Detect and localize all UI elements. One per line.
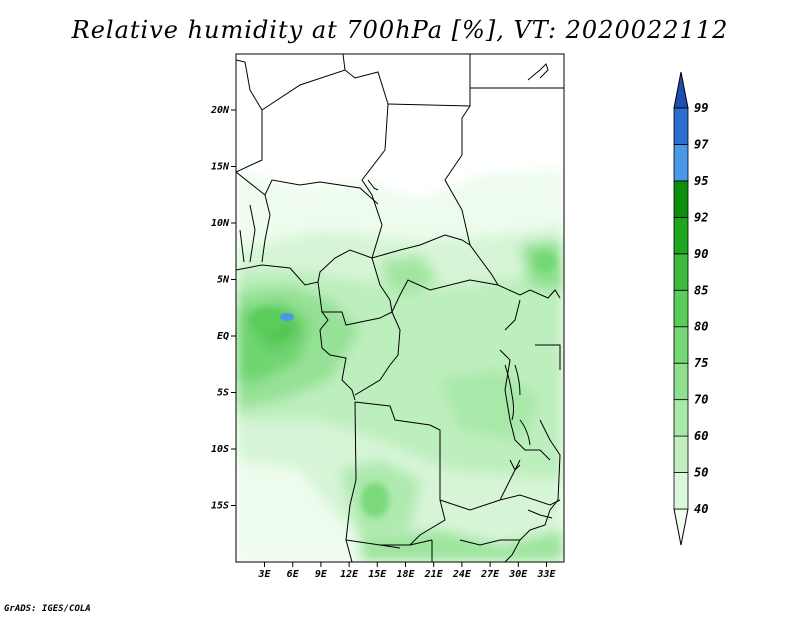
lat-tick-label: 5S — [217, 388, 229, 399]
lat-tick-label: 5N — [217, 275, 230, 286]
colorbar: 40 50 60 70 75 80 85 90 92 95 97 99 — [673, 71, 709, 546]
colorbar-label: 70 — [694, 393, 708, 407]
borders — [236, 54, 564, 562]
colorbar-label: 85 — [694, 283, 708, 297]
lon-tick-label: 27E — [480, 569, 500, 580]
lat-tick-label: EQ — [217, 331, 229, 342]
lat-tick-label: 15S — [211, 501, 229, 512]
lon-tick-label: 18E — [396, 569, 415, 580]
colorbar-segment — [673, 508, 689, 546]
colorbar-label: 50 — [694, 466, 708, 480]
grads-credit: GrADS: IGES/COLA — [4, 604, 91, 614]
colorbar-segment — [673, 435, 689, 473]
lon-tick-label: 24E — [452, 569, 472, 580]
colorbar-label: 60 — [694, 429, 708, 443]
colorbar-label: 99 — [694, 101, 708, 115]
colorbar-segment — [673, 180, 689, 218]
lat-tick-label: 10N — [211, 218, 230, 229]
colorbar-segment — [673, 399, 689, 437]
colorbar-label: 92 — [694, 210, 708, 224]
colorbar-segment — [673, 71, 689, 109]
colorbar-segment — [673, 216, 689, 255]
map-title: Relative humidity at 700hPa [%], VT: 202… — [71, 16, 729, 44]
colorbar-segment — [673, 472, 689, 510]
lon-tick-label: 33E — [536, 569, 556, 580]
colorbar-segment — [673, 144, 689, 182]
plot-frame — [235, 53, 565, 563]
longitude-axis: 3E 6E 9E 12E 15E 18E 21E 24E 27E 30E 33E — [257, 562, 557, 580]
colorbar-label: 80 — [694, 320, 708, 334]
lon-tick-label: 3E — [257, 569, 271, 580]
lon-tick-label: 6E — [287, 569, 300, 580]
humidity-field — [236, 54, 564, 562]
colorbar-label: 97 — [694, 137, 709, 151]
lon-tick-label: 21E — [424, 569, 444, 580]
colorbar-segment — [673, 362, 689, 401]
colorbar-label: 95 — [694, 174, 708, 188]
latitude-axis: 20N 15N 10N 5N EQ 5S 10S 15S — [210, 105, 236, 512]
colorbar-segment — [673, 107, 689, 145]
colorbar-segment — [673, 253, 689, 291]
colorbar-segment — [673, 289, 689, 328]
colorbar-label: 90 — [694, 247, 708, 261]
blue-patch — [280, 313, 294, 321]
colorbar-segment — [673, 326, 689, 364]
lat-tick-label: 20N — [210, 105, 230, 116]
lon-tick-label: 15E — [368, 569, 387, 580]
colorbar-label: 75 — [694, 356, 708, 370]
lat-tick-label: 15N — [211, 162, 230, 173]
lon-tick-label: 12E — [340, 569, 359, 580]
colorbar-label: 40 — [694, 502, 708, 516]
lon-tick-label: 9E — [315, 569, 328, 580]
lat-tick-label: 10S — [211, 444, 229, 455]
lon-tick-label: 30E — [508, 569, 528, 580]
